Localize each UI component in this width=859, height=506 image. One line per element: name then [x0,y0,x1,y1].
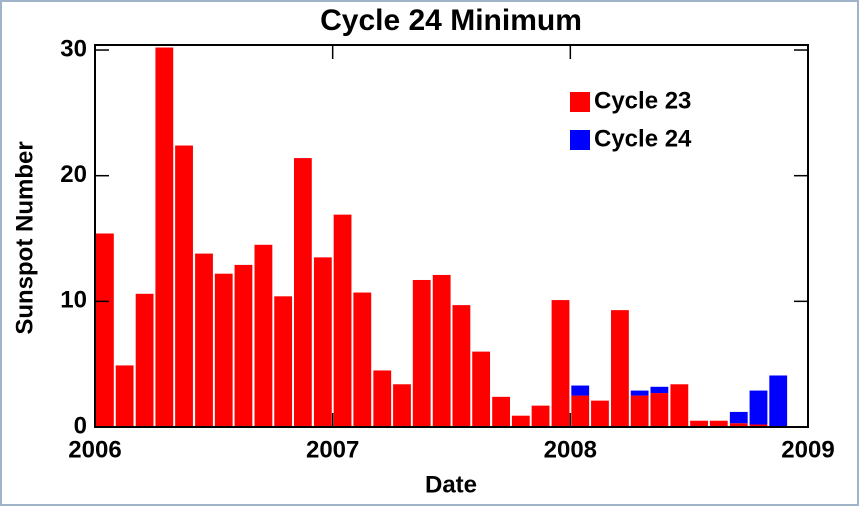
legend-label: Cycle 24 [594,125,692,152]
bar [690,420,708,427]
bar [135,293,154,427]
bar [709,420,728,427]
x-axis-label: Date [425,471,477,498]
bar [353,292,372,427]
bar [749,390,768,425]
bar [630,395,649,427]
bar [611,310,629,427]
y-tick-label: 20 [60,161,87,188]
bar [531,405,550,427]
plot-frame [94,44,809,428]
x-tick-label: 2007 [306,436,359,463]
y-tick-label: 0 [74,412,87,439]
bar [274,296,293,427]
bar [214,273,233,427]
chart-title: Cycle 24 Minimum [320,4,582,37]
bar [769,375,788,427]
bar [511,415,530,427]
bar [749,424,768,427]
bar [393,384,411,427]
bar [630,390,649,396]
y-tick-label: 10 [60,287,87,314]
bar [472,351,491,427]
bar [313,257,332,427]
bar [293,158,312,427]
bar [234,264,253,427]
bar [96,233,114,427]
x-tick-label: 2008 [544,436,597,463]
bar [412,279,431,427]
bar [571,395,590,427]
bar [650,386,669,394]
bar [571,385,590,396]
y-tick-label: 30 [60,35,87,62]
bar [452,305,471,427]
bar [670,384,689,427]
x-tick-label: 2006 [68,436,121,463]
legend-swatch [570,92,590,112]
bar [591,400,609,427]
bar [650,393,669,427]
bar [254,244,273,427]
bar [195,253,213,427]
bar [175,145,193,428]
bar [432,274,451,427]
bar [333,214,352,427]
legend-label: Cycle 23 [594,87,691,114]
bar [155,47,174,428]
bar [373,370,392,427]
bar [551,300,570,427]
bar [729,423,748,427]
x-tick-label: 2009 [781,436,834,463]
bar [115,365,134,427]
bar [492,396,510,427]
bar [729,411,748,424]
y-axis-label: Sunspot Number [11,141,38,334]
legend-swatch [570,130,590,150]
